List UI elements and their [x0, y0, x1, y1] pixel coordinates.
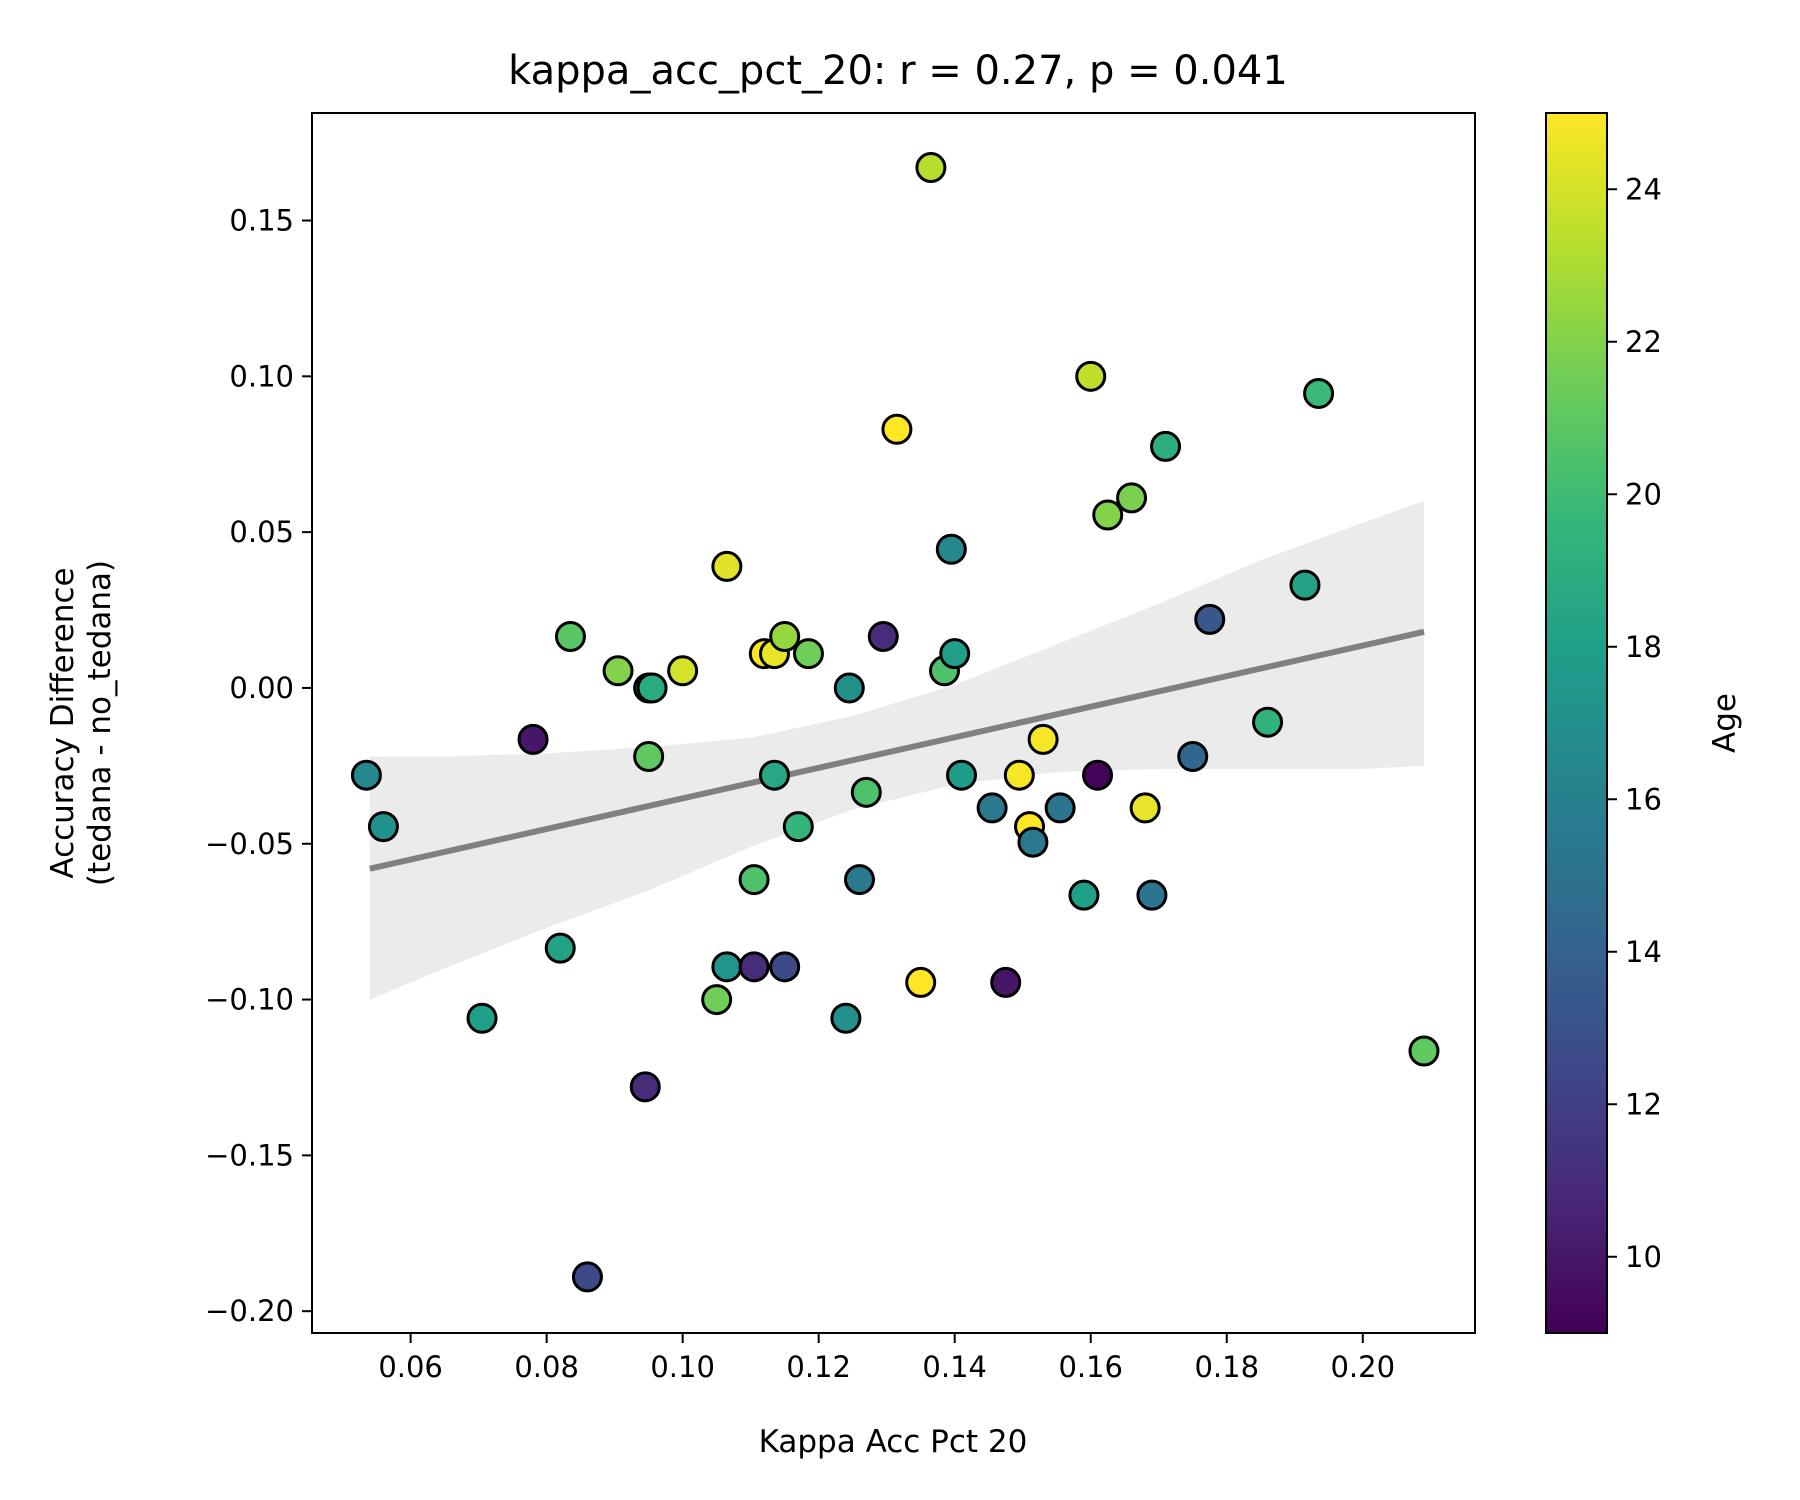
- regression-line: [369, 628, 1425, 872]
- y-tick-label: 0.05: [229, 515, 294, 549]
- scatter-point: [1177, 740, 1209, 772]
- colorbar-tick-label: 18: [1625, 630, 1662, 664]
- x-axis-ticks: 0.06 0.08 0.10 0.12 0.14 0.16 0.18 0.20: [378, 1333, 1395, 1384]
- scatter-points-layer: [350, 152, 1440, 1293]
- colorbar-tick-label: 12: [1625, 1087, 1662, 1121]
- scatter-point: [1068, 879, 1100, 911]
- regression-line-layer: [369, 628, 1425, 872]
- scatter-point: [867, 621, 899, 653]
- scatter-point: [667, 655, 699, 687]
- scatter-point: [905, 966, 937, 998]
- scatter-point: [769, 951, 801, 983]
- scatter-point: [629, 1071, 661, 1103]
- colorbar-tick-label: 10: [1625, 1240, 1662, 1274]
- scatter-point: [1129, 792, 1161, 824]
- x-tick-label: 0.06: [378, 1350, 443, 1384]
- scatter-point: [701, 984, 733, 1016]
- x-tick-label: 0.08: [514, 1350, 579, 1384]
- scatter-point: [517, 723, 549, 755]
- scatter-point: [738, 951, 770, 983]
- scatter-point: [738, 864, 770, 896]
- scatter-point: [1075, 360, 1107, 392]
- y-axis-title-line-2: (tedana - no_tedana): [82, 560, 118, 886]
- scatter-point: [939, 638, 971, 670]
- colorbar-label: Age: [1707, 693, 1743, 753]
- scatter-point: [1092, 499, 1124, 531]
- x-axis-title: Kappa Acc Pct 20: [759, 1424, 1028, 1460]
- scatter-point: [915, 152, 947, 184]
- scatter-point: [1303, 377, 1335, 409]
- colorbar: [1546, 113, 1607, 1333]
- scatter-point: [1082, 759, 1114, 791]
- y-tick-label: 0.10: [229, 359, 294, 393]
- scatter-point: [1116, 482, 1148, 514]
- scatter-point: [1027, 723, 1059, 755]
- x-tick-label: 0.20: [1330, 1350, 1395, 1384]
- colorbar-frame: [1545, 112, 1608, 1334]
- scatter-point: [1044, 792, 1076, 824]
- scatter-point: [544, 932, 576, 964]
- x-tick-label: 0.10: [650, 1350, 715, 1384]
- scatter-point: [1252, 706, 1284, 738]
- scatter-point: [1136, 879, 1168, 911]
- scatter-point: [466, 1002, 498, 1034]
- scatter-point: [782, 811, 814, 843]
- scatter-point: [946, 759, 978, 791]
- y-tick-label: 0.15: [229, 204, 294, 238]
- scatter-point: [1194, 603, 1226, 635]
- scatter-point: [792, 638, 824, 670]
- scatter-point: [1003, 759, 1035, 791]
- scatter-point: [935, 533, 967, 565]
- scatter-point: [711, 550, 743, 582]
- scatter-point: [633, 740, 665, 772]
- scatter-point: [711, 951, 743, 983]
- scatter-point: [1289, 569, 1321, 601]
- y-tick-label: −0.15: [205, 1138, 294, 1172]
- scatter-point: [350, 759, 382, 791]
- scatter-point: [843, 864, 875, 896]
- scatter-point: [758, 759, 790, 791]
- scatter-point: [769, 621, 801, 653]
- colorbar-tick-label: 24: [1625, 172, 1662, 206]
- x-tick-label: 0.18: [1194, 1350, 1259, 1384]
- colorbar-ticks: 10 12 14 16 18 20 22 24: [1607, 172, 1662, 1274]
- y-tick-label: −0.10: [205, 983, 294, 1017]
- x-tick-label: 0.12: [786, 1350, 851, 1384]
- scatter-point: [1017, 826, 1049, 858]
- y-tick-label: −0.05: [205, 827, 294, 861]
- y-tick-label: −0.20: [205, 1294, 294, 1328]
- scatter-point: [830, 1002, 862, 1034]
- colorbar-tick-label: 22: [1625, 325, 1662, 359]
- scatter-point: [850, 776, 882, 808]
- colorbar-tick-label: 20: [1625, 477, 1662, 511]
- chart-title: kappa_acc_pct_20: r = 0.27, p = 0.041: [508, 48, 1288, 94]
- scatter-point: [990, 966, 1022, 998]
- y-tick-label: 0.00: [229, 671, 294, 705]
- scatter-point: [881, 413, 913, 445]
- scatter-point: [1408, 1035, 1440, 1067]
- scatter-point: [571, 1261, 603, 1293]
- y-axis-ticks: 0.15 0.10 0.05 0.00 −0.05 −0.10 −0.15 −0.20: [205, 204, 312, 1328]
- scatter-point: [367, 811, 399, 843]
- x-tick-label: 0.16: [1058, 1350, 1123, 1384]
- scatter-point: [602, 655, 634, 687]
- scatter-point: [833, 672, 865, 704]
- colorbar-tick-label: 14: [1625, 935, 1662, 969]
- plot-frame: [311, 112, 1476, 1334]
- scatter-point: [1150, 430, 1182, 462]
- x-tick-label: 0.14: [922, 1350, 987, 1384]
- scatter-point: [554, 621, 586, 653]
- colorbar-tick-label: 16: [1625, 782, 1662, 816]
- scatter-point: [976, 792, 1008, 824]
- scatter-point: [636, 672, 668, 704]
- y-axis-title-line-1: Accuracy Difference: [45, 567, 81, 878]
